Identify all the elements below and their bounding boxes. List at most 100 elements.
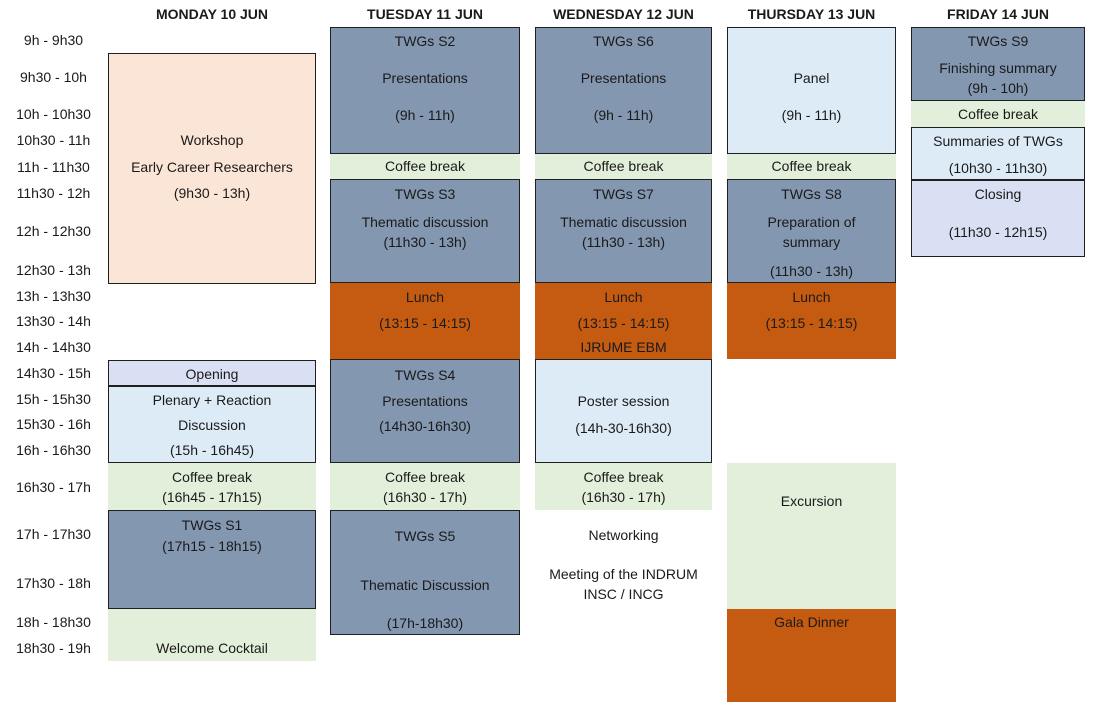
coffee-label: Coffee break	[385, 158, 465, 174]
time-slot: 16h30 - 17h	[16, 479, 91, 495]
excursion-label: Excursion	[780, 493, 843, 509]
coffee-break-block: Coffee break (16h30 - 17h)	[330, 463, 520, 510]
plenary-time: (15h - 16h45)	[169, 442, 255, 458]
time-slot: 10h30 - 11h	[16, 132, 91, 148]
day-header-friday: FRIDAY 14 JUN	[947, 6, 1049, 22]
coffee-break-block: Coffee break	[727, 154, 896, 179]
twg-s3-subtitle: Thematic discussion	[361, 214, 489, 230]
twg-s4-block: TWGs S4 Presentations (14h30-16h30)	[330, 359, 520, 463]
twg-s8-subtitle-2: summary	[782, 234, 841, 250]
time-slot: 18h - 18h30	[16, 614, 91, 630]
welcome-cocktail-label: Welcome Cocktail	[156, 640, 268, 656]
coffee-break-block: Coffee break (16h45 - 17h15)	[108, 463, 316, 510]
summaries-title: Summaries of TWGs	[933, 133, 1063, 149]
coffee-break-block: Coffee break	[911, 101, 1085, 127]
coffee-break-block: Coffee break (16h30 - 17h)	[535, 463, 712, 510]
twg-s2-block: TWGs S2 Presentations (9h - 11h)	[330, 27, 520, 154]
lunch-time: (13:15 - 14:15)	[765, 315, 858, 331]
twg-s4-time: (14h30-16h30)	[379, 418, 471, 434]
time-slot: 16h - 16h30	[16, 442, 91, 458]
coffee-time: (16h30 - 17h)	[581, 489, 666, 505]
summaries-time: (10h30 - 11h30)	[948, 160, 1048, 176]
lunch-block: Lunch (13:15 - 14:15)	[330, 283, 520, 359]
twg-s1-time: (17h15 - 18h15)	[162, 538, 262, 554]
workshop-title: Workshop	[180, 132, 244, 148]
twg-s6-time: (9h - 11h)	[593, 107, 654, 123]
lunch-time: (13:15 - 14:15)	[379, 315, 471, 331]
poster-session-time: (14h-30-16h30)	[575, 420, 672, 436]
twg-s4-subtitle: Presentations	[382, 393, 468, 409]
gala-dinner-block: Gala Dinner	[727, 609, 896, 702]
gala-dinner-label: Gala Dinner	[774, 614, 849, 630]
time-slot: 14h30 - 15h	[16, 365, 91, 381]
poster-session-title: Poster session	[577, 393, 670, 409]
coffee-time: (16h30 - 17h)	[382, 489, 468, 505]
networking-block: Networking Meeting of the INDRUM INSC / …	[535, 510, 712, 610]
twg-s3-block: TWGs S3 Thematic discussion (11h30 - 13h…	[330, 179, 520, 283]
time-slot: 15h - 15h30	[16, 391, 91, 407]
twg-s1-block: TWGs S1 (17h15 - 18h15)	[108, 510, 316, 609]
plenary-title: Plenary + Reaction	[152, 392, 272, 408]
poster-session-block: Poster session (14h-30-16h30)	[535, 359, 712, 463]
panel-time: (9h - 11h)	[781, 107, 842, 123]
twg-s2-time: (9h - 11h)	[395, 107, 455, 123]
lunch-time: (13:15 - 14:15)	[577, 315, 670, 331]
time-slot: 17h30 - 18h	[16, 575, 91, 591]
time-slot: 18h30 - 19h	[16, 640, 91, 656]
twg-s8-time: (11h30 - 13h)	[769, 263, 853, 279]
time-slot: 9h30 - 10h	[20, 69, 87, 85]
closing-time: (11h30 - 12h15)	[948, 224, 1048, 240]
opening-block: Opening	[108, 360, 316, 386]
twg-s1-title: TWGs S1	[181, 517, 243, 533]
twg-s9-block: TWGs S9 Finishing summary (9h - 10h)	[911, 27, 1085, 101]
summaries-block: Summaries of TWGs (10h30 - 11h30)	[911, 127, 1085, 180]
time-slot: 12h - 12h30	[16, 223, 91, 239]
twg-s9-subtitle: Finishing summary	[939, 60, 1057, 76]
twg-s2-title: TWGs S2	[394, 33, 456, 49]
time-slot: 14h - 14h30	[16, 339, 91, 355]
coffee-break-block: Coffee break	[330, 154, 520, 179]
plenary-block: Plenary + Reaction Discussion (15h - 16h…	[108, 386, 316, 463]
twg-s6-title: TWGs S6	[593, 33, 654, 49]
day-header-monday: MONDAY 10 JUN	[155, 6, 269, 22]
twg-s8-block: TWGs S8 Preparation of summary (11h30 - …	[727, 179, 896, 283]
time-slot: 13h30 - 14h	[16, 313, 91, 329]
opening-label: Opening	[185, 366, 239, 382]
day-header-tuesday: TUESDAY 11 JUN	[367, 6, 483, 22]
twg-s8-subtitle: Preparation of	[767, 214, 856, 230]
time-slot: 9h - 9h30	[23, 32, 84, 48]
time-slot: 10h - 10h30	[16, 106, 91, 122]
twg-s8-title: TWGs S8	[781, 186, 842, 202]
twg-s3-title: TWGs S3	[394, 186, 456, 202]
time-slot: 17h - 17h30	[16, 526, 91, 542]
excursion-block: Excursion	[727, 463, 896, 609]
twg-s9-title: TWGs S9	[967, 33, 1029, 49]
lunch-label: Lunch	[792, 289, 831, 305]
meeting-title: Meeting of the INDRUM	[549, 566, 698, 582]
time-slot: 11h - 11h30	[17, 159, 90, 175]
ijrume-ebm-label: IJRUME EBM	[580, 339, 667, 355]
coffee-label: Coffee break	[385, 469, 465, 485]
twg-s5-title: TWGs S5	[394, 528, 456, 544]
twg-s6-subtitle: Presentations	[580, 70, 667, 86]
twg-s7-block: TWGs S7 Thematic discussion (11h30 - 13h…	[535, 179, 712, 283]
lunch-block: Lunch (13:15 - 14:15)	[727, 283, 896, 359]
coffee-label: Coffee break	[172, 469, 252, 485]
coffee-time: (16h45 - 17h15)	[162, 489, 262, 505]
coffee-label: Coffee break	[958, 106, 1038, 122]
welcome-cocktail-block: Welcome Cocktail	[108, 609, 316, 661]
closing-block: Closing (11h30 - 12h15)	[911, 180, 1085, 257]
panel-block: Panel (9h - 11h)	[727, 27, 896, 154]
twg-s6-block: TWGs S6 Presentations (9h - 11h)	[535, 27, 712, 154]
day-header-thursday: THURSDAY 13 JUN	[747, 6, 876, 22]
twg-s4-title: TWGs S4	[394, 367, 456, 383]
twg-s5-subtitle: Thematic Discussion	[360, 577, 490, 593]
panel-title: Panel	[793, 70, 830, 86]
workshop-block: Workshop Early Career Researchers (9h30 …	[108, 53, 316, 284]
networking-label: Networking	[588, 527, 659, 543]
coffee-label: Coffee break	[583, 469, 664, 485]
meeting-subtitle: INSC / INCG	[583, 586, 664, 602]
twg-s3-time: (11h30 - 13h)	[383, 234, 467, 250]
time-slot: 13h - 13h30	[16, 288, 91, 304]
coffee-break-block: Coffee break	[535, 154, 712, 179]
